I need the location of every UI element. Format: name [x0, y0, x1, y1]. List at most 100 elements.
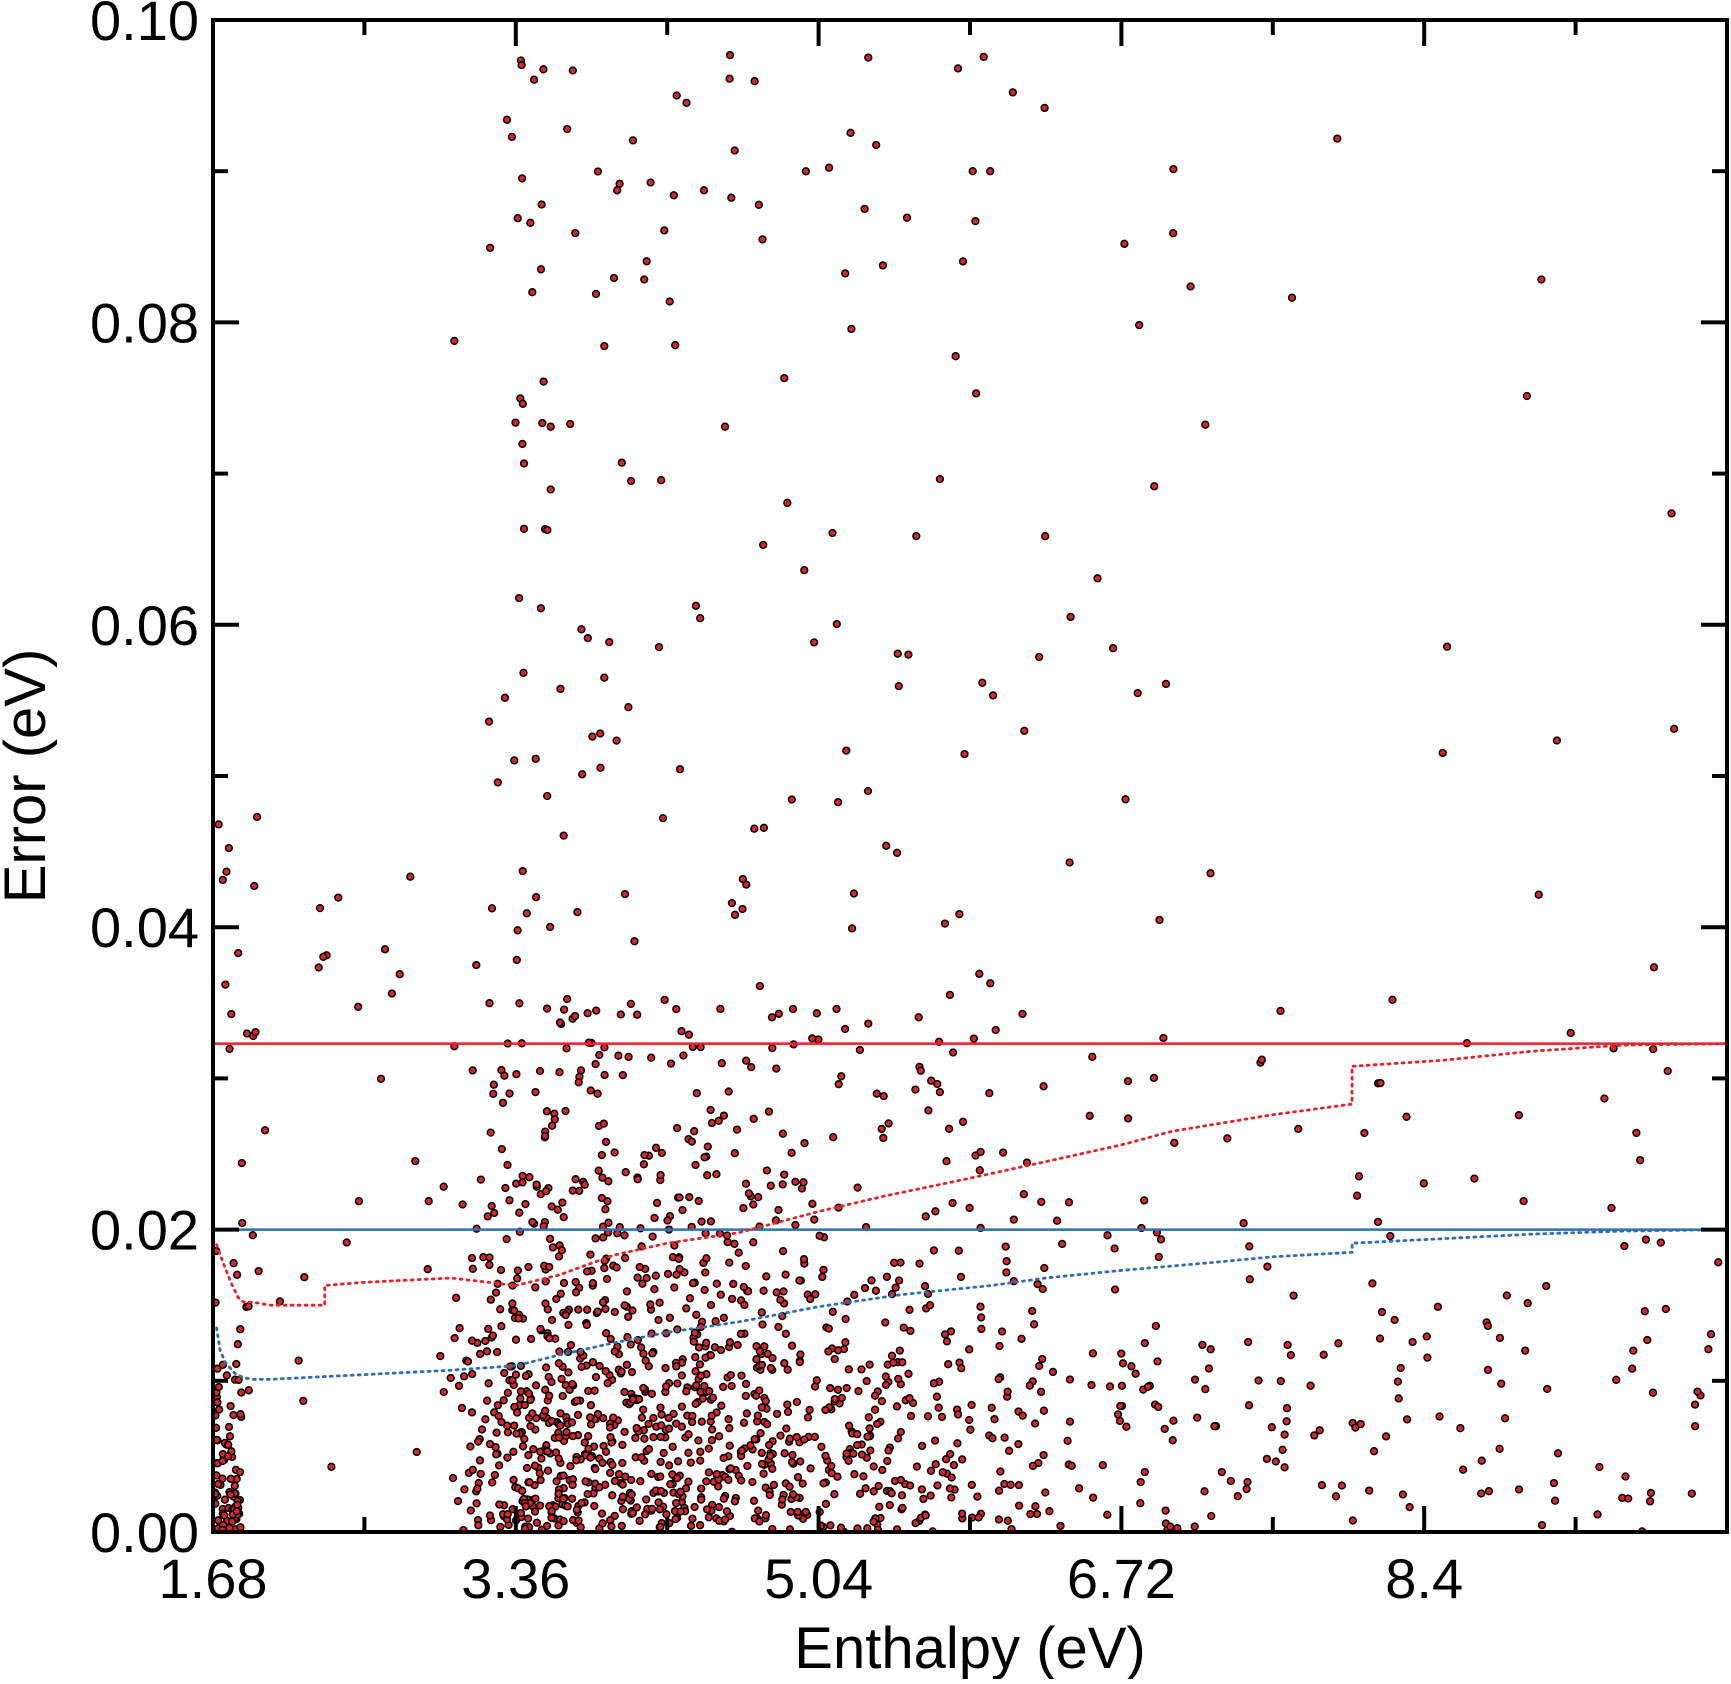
data-point [640, 275, 649, 284]
data-point [911, 1085, 920, 1094]
data-point [260, 1126, 270, 1135]
data-point [935, 1087, 945, 1097]
data-point [624, 1312, 633, 1321]
data-point [395, 970, 404, 979]
data-point [699, 186, 709, 195]
data-point [252, 812, 262, 822]
data-point [531, 1283, 540, 1292]
data-point [1160, 1424, 1169, 1434]
data-point [491, 1288, 501, 1297]
data-point [772, 1409, 782, 1419]
data-point [466, 1442, 475, 1451]
data-point [1014, 1480, 1024, 1490]
data-point [582, 1267, 592, 1276]
data-point [921, 1511, 930, 1520]
data-point [571, 1288, 581, 1297]
data-point [411, 1156, 420, 1166]
data-point [750, 824, 759, 833]
data-point [754, 1506, 763, 1515]
data-point [806, 1464, 815, 1473]
data-point [954, 1246, 963, 1255]
data-point [1223, 1134, 1232, 1143]
data-point [712, 1279, 721, 1288]
data-point [833, 1346, 843, 1355]
data-point [776, 1431, 785, 1440]
data-point [826, 1383, 835, 1393]
data-point [684, 1448, 693, 1457]
data-point [769, 1480, 779, 1490]
data-point [631, 1433, 640, 1443]
data-point [644, 1362, 653, 1371]
data-point [547, 1315, 557, 1325]
data-point [571, 1277, 580, 1287]
data-point [618, 1505, 628, 1514]
data-point [877, 1124, 886, 1134]
data-point [649, 1413, 658, 1423]
data-point [920, 1282, 930, 1291]
data-point [666, 1059, 676, 1068]
data-point [501, 1183, 510, 1193]
data-point [879, 1091, 888, 1101]
data-point [948, 1048, 958, 1057]
data-point [556, 1409, 565, 1418]
data-point [1127, 1362, 1136, 1371]
data-point [971, 389, 981, 398]
data-point [724, 1475, 733, 1485]
data-point [663, 1216, 672, 1225]
x-tick-label: 3.36 [461, 1547, 570, 1610]
data-point [847, 924, 857, 933]
data-point [796, 1350, 805, 1359]
data-point [905, 1305, 914, 1314]
data-point [673, 1379, 682, 1388]
data-point [584, 1432, 593, 1441]
data-point [214, 1382, 223, 1392]
data-point [1186, 282, 1195, 291]
data-point [692, 1381, 701, 1390]
data-point [620, 1387, 629, 1397]
data-point [529, 1445, 538, 1454]
data-point [505, 1196, 514, 1205]
data-point [1373, 1217, 1383, 1227]
data-point [614, 1470, 624, 1479]
data-point [319, 952, 328, 961]
data-point [1039, 1406, 1049, 1415]
data-point [988, 691, 998, 700]
data-point [600, 673, 609, 682]
data-point [522, 909, 531, 918]
data-point [1121, 795, 1130, 804]
data-point [857, 1450, 867, 1459]
data-point [805, 1405, 814, 1415]
data-point [536, 604, 546, 613]
data-point [844, 1421, 854, 1430]
data-point [706, 1351, 716, 1360]
data-point [327, 1462, 336, 1471]
data-point [1624, 1494, 1633, 1503]
data-point [573, 1410, 583, 1420]
data-point [937, 1412, 947, 1422]
data-point [490, 1470, 500, 1480]
data-point [1629, 1346, 1638, 1355]
data-point [717, 1401, 726, 1410]
data-point [1133, 688, 1142, 698]
data-point [227, 1009, 236, 1019]
data-point [492, 1428, 501, 1437]
data-point [787, 795, 796, 804]
data-point [601, 1304, 610, 1314]
y-tick-label: 0.10 [90, 0, 199, 52]
data-point [1028, 1461, 1038, 1471]
y-tick-label: 0.08 [90, 291, 199, 354]
data-point [754, 200, 763, 209]
data-point [463, 1357, 473, 1366]
data-point [1514, 1111, 1523, 1120]
data-point [979, 52, 988, 62]
data-point [815, 1231, 824, 1240]
data-point [660, 995, 669, 1005]
data-point [1334, 1339, 1343, 1348]
data-point [234, 1375, 243, 1385]
data-point [772, 1288, 781, 1297]
data-point [531, 893, 541, 902]
data-point [669, 191, 678, 200]
data-point [513, 926, 522, 935]
data-point [523, 1514, 533, 1523]
data-point [1537, 1521, 1547, 1530]
